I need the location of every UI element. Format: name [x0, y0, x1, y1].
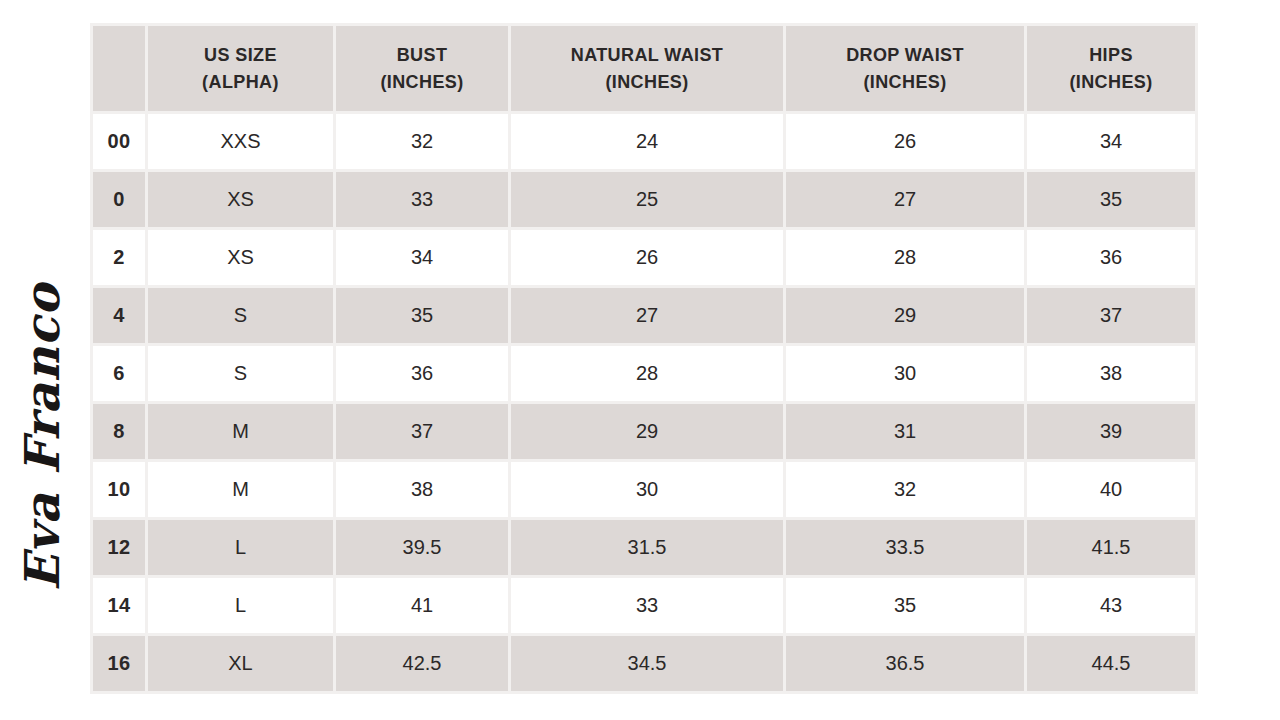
- alpha-cell: XL: [148, 636, 333, 691]
- natural-waist-cell: 25: [511, 172, 783, 227]
- natural-waist-cell: 31.5: [511, 520, 783, 575]
- header-line2: (INCHES): [1027, 69, 1195, 95]
- drop-waist-cell: 28: [786, 230, 1024, 285]
- drop-waist-cell: 30: [786, 346, 1024, 401]
- drop-waist-cell: 35: [786, 578, 1024, 633]
- drop-waist-cell: 27: [786, 172, 1024, 227]
- alpha-cell: XS: [148, 172, 333, 227]
- hips-cell: 40: [1027, 462, 1195, 517]
- drop-waist-cell: 31: [786, 404, 1024, 459]
- natural-waist-cell: 33: [511, 578, 783, 633]
- hips-cell: 41.5: [1027, 520, 1195, 575]
- bust-cell: 36: [336, 346, 508, 401]
- col-header-bust: BUST (INCHES): [336, 26, 508, 111]
- col-header-hips: HIPS (INCHES): [1027, 26, 1195, 111]
- col-header-drop-waist: DROP WAIST (INCHES): [786, 26, 1024, 111]
- hips-cell: 36: [1027, 230, 1195, 285]
- table-row-size-0: 0 XS 33 25 27 35: [93, 172, 1195, 227]
- size-chart-page: Eva Franco US SIZE (ALPHA) BUST (INCHES): [0, 0, 1280, 720]
- natural-waist-cell: 28: [511, 346, 783, 401]
- header-line1: HIPS: [1027, 42, 1195, 68]
- table-row-size-6: 6 S 36 28 30 38: [93, 346, 1195, 401]
- header-line2: (INCHES): [511, 69, 783, 95]
- bust-cell: 32: [336, 114, 508, 169]
- table-row-size-4: 4 S 35 27 29 37: [93, 288, 1195, 343]
- drop-waist-cell: 26: [786, 114, 1024, 169]
- bust-cell: 34: [336, 230, 508, 285]
- table-row-size-12: 12 L 39.5 31.5 33.5 41.5: [93, 520, 1195, 575]
- size-cell: 0: [93, 172, 145, 227]
- alpha-cell: S: [148, 288, 333, 343]
- size-cell: 14: [93, 578, 145, 633]
- natural-waist-cell: 24: [511, 114, 783, 169]
- hips-cell: 35: [1027, 172, 1195, 227]
- bust-cell: 35: [336, 288, 508, 343]
- header-line1: DROP WAIST: [786, 42, 1024, 68]
- alpha-cell: L: [148, 578, 333, 633]
- natural-waist-cell: 27: [511, 288, 783, 343]
- natural-waist-cell: 26: [511, 230, 783, 285]
- alpha-cell: L: [148, 520, 333, 575]
- alpha-cell: XS: [148, 230, 333, 285]
- size-cell: 12: [93, 520, 145, 575]
- drop-waist-cell: 29: [786, 288, 1024, 343]
- bust-cell: 38: [336, 462, 508, 517]
- alpha-cell: M: [148, 462, 333, 517]
- header-line2: (INCHES): [786, 69, 1024, 95]
- natural-waist-cell: 29: [511, 404, 783, 459]
- hips-cell: 34: [1027, 114, 1195, 169]
- drop-waist-cell: 33.5: [786, 520, 1024, 575]
- bust-cell: 37: [336, 404, 508, 459]
- table-row-size-00: 00 XXS 32 24 26 34: [93, 114, 1195, 169]
- header-row: US SIZE (ALPHA) BUST (INCHES) NATURAL WA…: [93, 26, 1195, 111]
- table-row-size-10: 10 M 38 30 32 40: [93, 462, 1195, 517]
- size-cell: 2: [93, 230, 145, 285]
- hips-cell: 37: [1027, 288, 1195, 343]
- header-line1: US SIZE: [148, 42, 333, 68]
- header-line1: BUST: [336, 42, 508, 68]
- hips-cell: 44.5: [1027, 636, 1195, 691]
- corner-cell: [93, 26, 145, 111]
- table-row-size-14: 14 L 41 33 35 43: [93, 578, 1195, 633]
- header-line2: (ALPHA): [148, 69, 333, 95]
- col-header-us-size-alpha: US SIZE (ALPHA): [148, 26, 333, 111]
- alpha-cell: M: [148, 404, 333, 459]
- col-header-natural-waist: NATURAL WAIST (INCHES): [511, 26, 783, 111]
- hips-cell: 38: [1027, 346, 1195, 401]
- natural-waist-cell: 34.5: [511, 636, 783, 691]
- size-cell: 16: [93, 636, 145, 691]
- size-cell: 8: [93, 404, 145, 459]
- table-row-size-8: 8 M 37 29 31 39: [93, 404, 1195, 459]
- hips-cell: 39: [1027, 404, 1195, 459]
- natural-waist-cell: 30: [511, 462, 783, 517]
- size-cell: 6: [93, 346, 145, 401]
- size-chart-table: US SIZE (ALPHA) BUST (INCHES) NATURAL WA…: [90, 23, 1198, 694]
- bust-cell: 33: [336, 172, 508, 227]
- drop-waist-cell: 32: [786, 462, 1024, 517]
- eva-franco-logo-text: Eva Franco: [14, 283, 70, 591]
- size-cell: 00: [93, 114, 145, 169]
- drop-waist-cell: 36.5: [786, 636, 1024, 691]
- table-row-size-16: 16 XL 42.5 34.5 36.5 44.5: [93, 636, 1195, 691]
- table-row-size-2: 2 XS 34 26 28 36: [93, 230, 1195, 285]
- alpha-cell: S: [148, 346, 333, 401]
- alpha-cell: XXS: [148, 114, 333, 169]
- hips-cell: 43: [1027, 578, 1195, 633]
- bust-cell: 39.5: [336, 520, 508, 575]
- size-cell: 4: [93, 288, 145, 343]
- bust-cell: 42.5: [336, 636, 508, 691]
- bust-cell: 41: [336, 578, 508, 633]
- header-line2: (INCHES): [336, 69, 508, 95]
- header-line1: NATURAL WAIST: [511, 42, 783, 68]
- size-cell: 10: [93, 462, 145, 517]
